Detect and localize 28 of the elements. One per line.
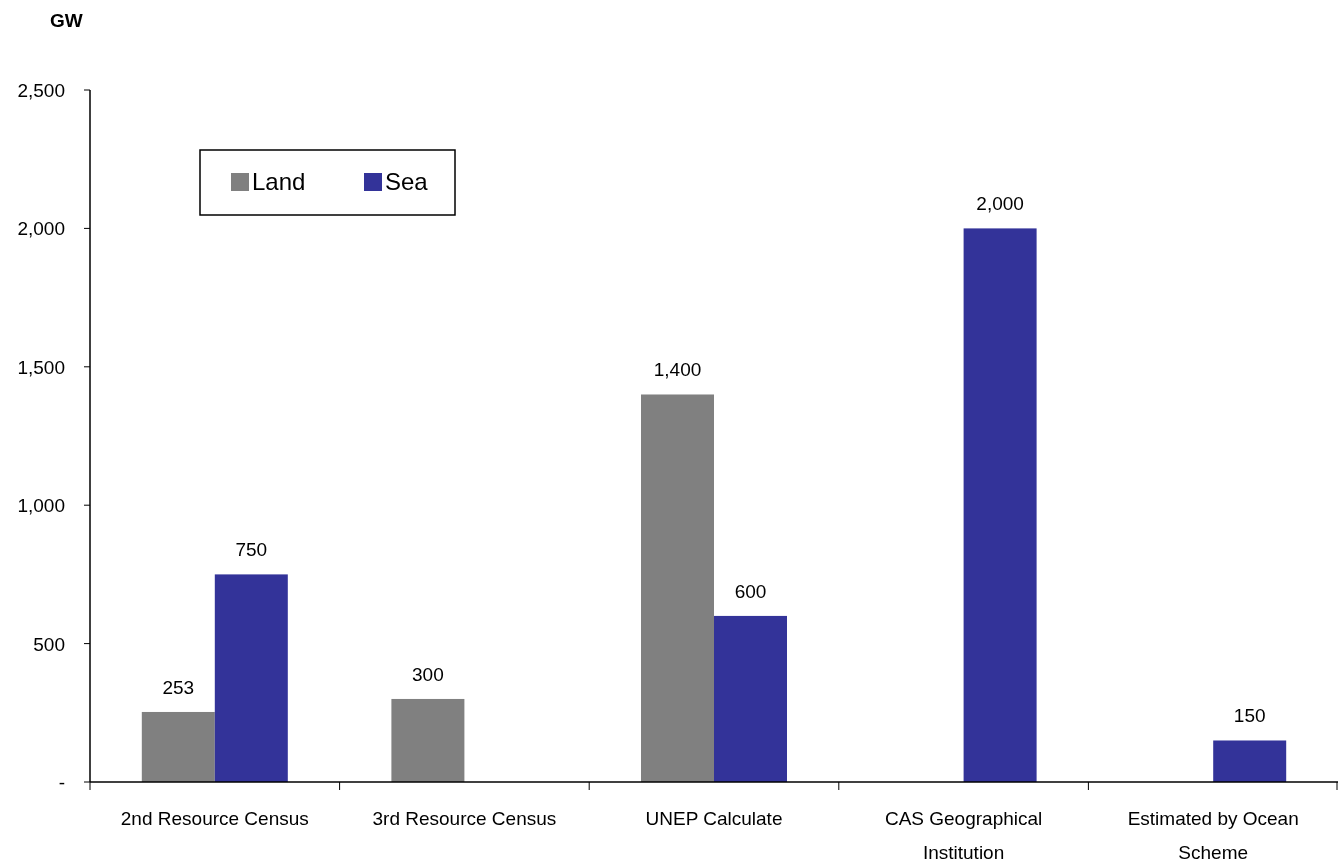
legend-label: Land — [252, 168, 306, 195]
data-label: 150 — [1233, 705, 1266, 727]
data-label: 300 — [412, 663, 444, 685]
bar — [641, 394, 714, 782]
data-label: 2,000 — [976, 193, 1024, 215]
data-label: 253 — [162, 676, 195, 698]
legend-label: Sea — [385, 168, 429, 195]
bar — [1213, 740, 1287, 782]
y-tick-label: 2,000 — [17, 218, 65, 240]
y-tick-label: 500 — [33, 633, 65, 655]
y-tick-label: 1,500 — [17, 356, 65, 378]
y-tick-label: - — [58, 772, 65, 793]
bar — [214, 574, 288, 782]
bar — [391, 698, 465, 782]
x-tick-label: 2nd Resource Census — [120, 808, 309, 829]
x-tick-label: UNEP Calculate — [645, 808, 783, 829]
y-tick-label: 1,000 — [17, 495, 65, 517]
x-tick-label: 3rd Resource Census — [372, 808, 557, 829]
bar — [963, 228, 1037, 782]
x-tick-label: CAS Geographical Institution — [884, 808, 1043, 861]
data-label: 1,400 — [653, 359, 702, 381]
data-label: 750 — [235, 539, 268, 561]
y-axis-title: GW — [50, 10, 83, 31]
bar — [141, 711, 215, 782]
x-tick-label: Estimated by Ocean Scheme — [1127, 808, 1299, 861]
bar — [714, 615, 787, 782]
y-tick-label: 2,500 — [17, 80, 65, 101]
data-label: 600 — [734, 580, 767, 602]
